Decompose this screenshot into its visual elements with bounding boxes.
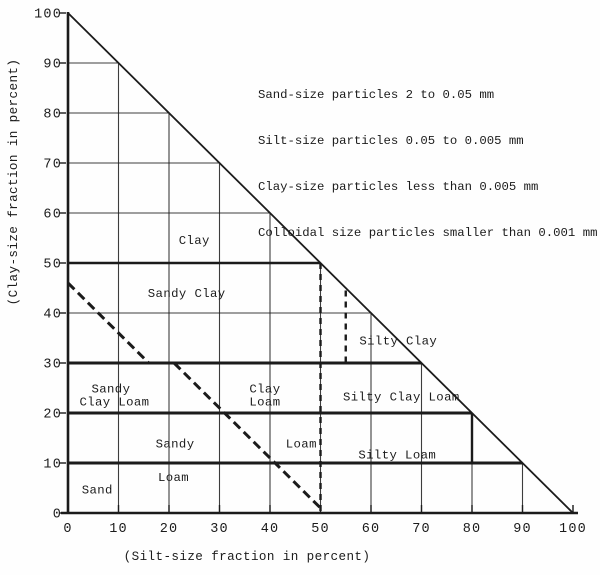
- region-label: Clay: [179, 234, 210, 248]
- region-label: Silty Clay: [359, 335, 437, 349]
- y-tick-label: 80: [43, 108, 62, 123]
- x-tick-label: 10: [109, 522, 128, 537]
- note-line-sand: Sand-size particles 2 to 0.05 mm: [258, 87, 495, 102]
- x-tick-label: 30: [210, 522, 229, 537]
- note-line-clay: Clay-size particles less than 0.005 mm: [258, 180, 539, 195]
- region-label: Sandy Clay: [148, 287, 226, 301]
- x-tick-label: 90: [513, 522, 532, 537]
- x-tick-label: 0: [63, 522, 72, 537]
- region-label: Sand: [82, 484, 113, 498]
- region-label: Sandy: [91, 383, 130, 397]
- y-tick-label: 100: [34, 8, 62, 23]
- x-tick-label: 80: [463, 522, 482, 537]
- particle-size-notes: Sand-size particles 2 to 0.05 mm Silt-si…: [258, 57, 597, 257]
- y-tick-label: 30: [43, 358, 62, 373]
- y-tick-label: 50: [43, 258, 62, 273]
- y-tick-label: 40: [43, 308, 62, 323]
- y-tick-label: 10: [43, 458, 62, 473]
- x-tick-label: 50: [311, 522, 330, 537]
- y-tick-label: 60: [43, 208, 62, 223]
- region-label: Loam: [286, 438, 317, 452]
- region-label: Silty Clay Loam: [343, 391, 460, 405]
- region-label: Loam: [249, 396, 280, 410]
- region-label: Clay Loam: [79, 396, 149, 410]
- boundary-line-7: [66, 281, 150, 365]
- boundary-line-8: [172, 361, 322, 510]
- region-label: Clay: [249, 383, 280, 397]
- x-axis-title: (Silt-size fraction in percent): [124, 550, 371, 564]
- x-tick-label: 40: [261, 522, 280, 537]
- x-tick-label: 70: [412, 522, 431, 537]
- note-line-colloidal: Colloidal size particles smaller than 0.…: [258, 226, 598, 241]
- hypotenuse-line: [67, 12, 574, 514]
- region-label: Silty Loam: [358, 449, 436, 463]
- x-tick-label: 60: [362, 522, 381, 537]
- x-tick-label: 100: [559, 522, 587, 537]
- region-label: Loam: [158, 471, 189, 485]
- y-tick-label: 20: [43, 408, 62, 423]
- region-label: Sandy: [156, 438, 195, 452]
- y-tick-label: 0: [53, 508, 62, 523]
- note-line-silt: Silt-size particles 0.05 to 0.005 mm: [258, 134, 524, 149]
- y-tick-label: 70: [43, 158, 62, 173]
- y-axis-title: (Clay-size fraction in percent): [7, 59, 21, 306]
- x-tick-label: 20: [160, 522, 179, 537]
- y-tick-label: 90: [43, 58, 62, 73]
